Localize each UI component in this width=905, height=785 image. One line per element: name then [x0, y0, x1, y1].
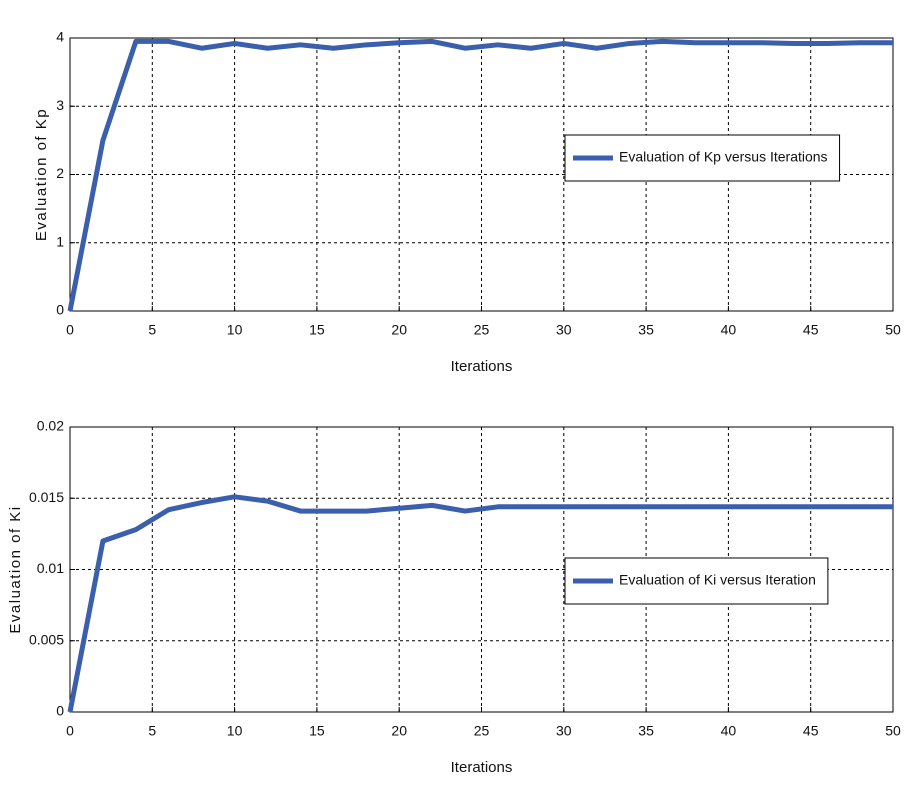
x-tick-label: 50	[885, 322, 901, 338]
x-tick-label: 40	[721, 322, 737, 338]
x-tick-label: 0	[66, 322, 74, 338]
y-tick-label: 4	[56, 29, 64, 45]
x-tick-label: 20	[391, 322, 407, 338]
y-tick-label: 0.005	[29, 631, 64, 647]
legend-label: Evaluation of Ki versus Iteration	[619, 572, 816, 588]
x-tick-label: 45	[803, 322, 819, 338]
y-tick-label: 3	[56, 97, 64, 113]
x-tick-label: 50	[885, 723, 901, 739]
x-tick-label: 15	[309, 723, 325, 739]
y-tick-label: 1	[56, 233, 64, 249]
x-tick-label: 45	[803, 723, 819, 739]
x-tick-label: 5	[148, 322, 156, 338]
x-tick-label: 25	[474, 723, 490, 739]
x-tick-label: 40	[721, 723, 737, 739]
x-axis-label: Iterations	[451, 759, 513, 776]
x-tick-label: 30	[556, 322, 572, 338]
x-axis-label: Iterations	[451, 358, 513, 375]
y-tick-label: 0	[56, 703, 64, 719]
x-tick-label: 20	[391, 723, 407, 739]
legend-label: Evaluation of Kp versus Iterations	[619, 149, 828, 165]
x-tick-label: 10	[227, 322, 243, 338]
y-axis-label: Evaluation of Kp	[33, 108, 50, 241]
data-line	[67, 494, 893, 713]
y-axis-label: Evaluation of Ki	[7, 505, 24, 633]
y-tick-label: 2	[56, 165, 64, 181]
y-tick-label: 0.01	[37, 560, 64, 576]
x-tick-label: 25	[474, 322, 490, 338]
x-tick-label: 35	[638, 322, 654, 338]
x-tick-label: 15	[309, 322, 325, 338]
y-tick-label: 0.02	[37, 418, 64, 434]
y-tick-label: 0.015	[29, 489, 64, 505]
x-tick-label: 35	[638, 723, 654, 739]
y-tick-label: 0	[56, 302, 64, 318]
x-tick-label: 0	[66, 723, 74, 739]
data-line	[67, 38, 893, 312]
x-tick-label: 10	[227, 723, 243, 739]
x-tick-label: 30	[556, 723, 572, 739]
x-tick-label: 5	[148, 723, 156, 739]
